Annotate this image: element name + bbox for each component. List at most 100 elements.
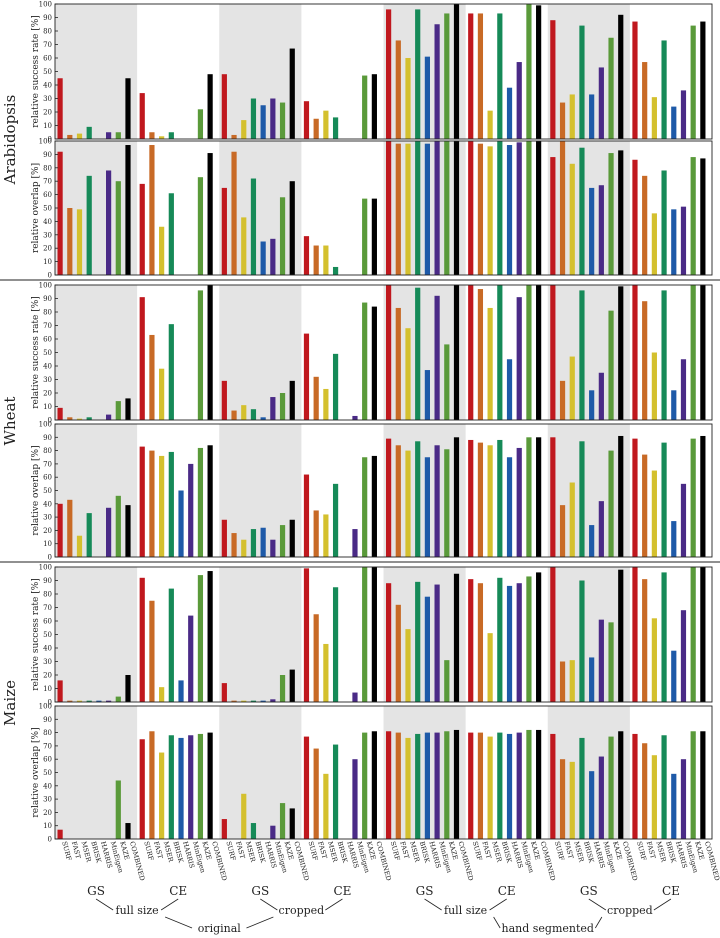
bar-fast-p4-g6 [559,661,566,702]
bar-mser-p2-g3 [323,388,329,420]
bar-surf-p5-g3 [303,736,310,839]
bar-mser-p4-g7 [651,618,657,702]
bar-kaze-p2-g1 [197,290,204,420]
bar-combined-p2-g1 [207,285,213,420]
bar-combined-p0-g2 [289,48,295,139]
bar-kaze-p3-g4 [444,449,450,557]
bar-mineigen-p5-g7 [680,759,687,839]
bar-mineigen-p1-g2 [270,238,276,275]
bar-combined-p0-g4 [453,4,460,139]
bracket-line [246,916,274,929]
bar-mineigen-p2-g4 [434,295,440,420]
y-tick-label: 50 [43,631,52,639]
bar-mser-p1-g1 [159,226,165,275]
y-tick-label: 0 [48,554,52,562]
group-label-gs: GS [416,884,434,898]
bar-brisk-p5-g7 [661,735,667,839]
bar-harris-p4-g4 [424,596,430,702]
bar-mser-p2-g4 [405,328,411,420]
bar-mser-p3-g0 [76,535,83,557]
bar-brisk-p1-g3 [332,266,339,275]
bar-mser-p3-g3 [323,514,329,557]
bar-fast-p2-g7 [642,301,648,420]
y-tick-label: 30 [43,658,52,666]
bar-combined-p2-g5 [536,285,542,420]
bar-surf-p1-g7 [632,159,638,275]
bar-surf-p3-g1 [139,446,145,557]
y-tick-label: 40 [43,645,52,653]
bar-brisk-p0-g7 [661,40,667,140]
y-axis-label: relative overlap [%] [31,163,41,253]
bar-kaze-p5-g5 [526,729,532,839]
y-tick-label: 0 [48,417,52,425]
y-axis-label: relative overlap [%] [31,445,41,535]
bar-mineigen-p1-g0 [106,170,112,275]
bar-fast-p4-g3 [313,614,319,702]
bar-mineigen-p0-g0 [106,132,112,139]
bar-kaze-p5-g0 [115,780,121,839]
bar-surf-p3-g2 [221,519,227,557]
bar-surf-p5-g7 [632,733,638,839]
bar-combined-p3-g4 [453,437,460,557]
bar-surf-p2-g4 [386,285,392,420]
y-tick-label: 50 [43,205,52,213]
bar-surf-p5-g5 [468,732,474,839]
bar-mser-p2-g6 [569,356,575,420]
bar-kaze-p5-g2 [279,803,286,839]
bar-mser-p5-g7 [651,755,657,839]
y-tick-label: 60 [43,55,52,63]
bar-fast-p5-g5 [477,732,484,839]
bar-brisk-p5-g5 [497,732,503,839]
bracket-line [588,898,607,911]
bar-surf-p3-g3 [303,474,310,557]
panel-5-shade-0 [55,706,138,839]
bar-kaze-p1-g3 [362,198,368,275]
bar-brisk-p2-g1 [168,324,174,420]
bar-mser-p0-g0 [76,133,83,139]
bar-fast-p0-g0 [67,134,73,139]
y-tick-label: 100 [39,282,52,290]
bar-mser-p3-g1 [159,455,165,557]
y-tick-label: 20 [43,527,52,535]
bar-combined-p3-g3 [371,455,377,557]
bar-mser-p2-g0 [76,418,83,420]
y-tick-label: 10 [43,258,52,266]
bar-combined-p5-g4 [453,729,460,839]
bar-surf-p0-g1 [139,93,145,139]
bar-combined-p2-g7 [700,285,706,420]
bar-combined-p1-g3 [371,198,377,275]
bar-mser-p5-g6 [569,761,575,839]
bar-mser-p4-g1 [159,687,165,702]
bar-fast-p3-g3 [313,510,319,557]
bar-fast-p2-g0 [67,417,73,420]
bar-brisk-p3-g7 [661,442,667,557]
bar-kaze-p0-g3 [362,75,368,139]
bar-brisk-p5-g3 [332,744,339,839]
bar-mser-p0-g5 [487,110,493,139]
bar-fast-p1-g2 [231,151,237,275]
bar-harris-p1-g6 [589,187,595,275]
y-tick-label: 70 [43,322,52,330]
bar-kaze-p5-g4 [444,731,450,839]
bar-mineigen-p0-g7 [680,90,687,139]
bar-mineigen-p4-g1 [188,615,194,702]
bar-kaze-p2-g0 [115,401,121,420]
bar-fast-p1-g4 [395,143,401,275]
y-tick-label: 70 [43,41,52,49]
bar-kaze-p5-g3 [362,732,368,839]
y-axis-label: relative success rate [%] [31,578,41,691]
y-tick-label: 10 [43,540,52,548]
bar-combined-p1-g0 [125,145,131,275]
bar-combined-p5-g0 [125,823,131,839]
bar-fast-p0-g6 [559,102,566,139]
bar-kaze-p1-g6 [608,153,614,275]
bar-mser-p5-g5 [487,736,493,839]
group-label-ce: CE [662,884,680,898]
bar-surf-p3-g0 [57,503,63,557]
bar-mser-p4-g6 [569,660,575,702]
group-label-gs: GS [580,884,598,898]
bar-fast-p4-g7 [642,579,648,702]
bar-combined-p0-g6 [618,14,624,139]
bar-kaze-p4-g4 [444,660,450,702]
bar-fast-p2-g5 [477,289,484,420]
